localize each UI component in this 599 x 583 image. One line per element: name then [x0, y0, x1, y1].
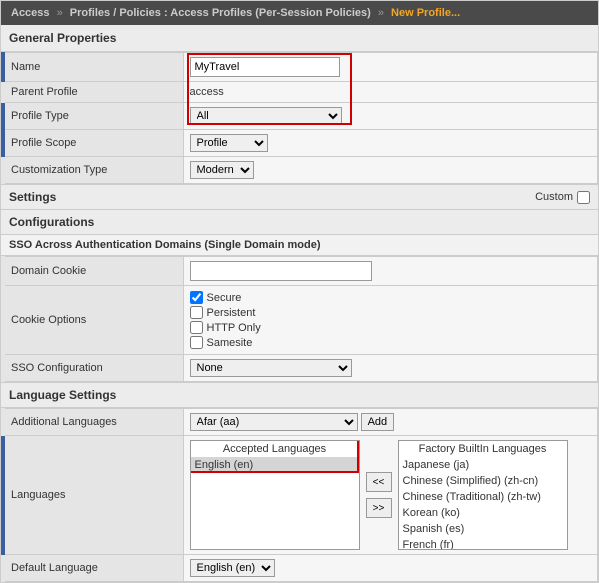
breadcrumb-part2[interactable]: Profiles / Policies : Access Profiles (P…	[70, 7, 371, 19]
name-input[interactable]	[190, 57, 340, 77]
accepted-header: Accepted Languages	[191, 441, 359, 457]
add-button[interactable]: Add	[361, 413, 395, 431]
parent-profile-value: access	[183, 82, 598, 103]
domain-cookie-input[interactable]	[190, 261, 372, 281]
language-settings-header: Language Settings	[1, 382, 598, 408]
factory-item[interactable]: Spanish (es)	[399, 521, 567, 537]
default-language-select[interactable]: English (en)	[190, 559, 275, 577]
sso-config-select[interactable]: None	[190, 359, 352, 377]
httponly-label: HTTP Only	[207, 322, 261, 334]
profile-scope-select[interactable]: Profile	[190, 134, 268, 152]
secure-label: Secure	[207, 292, 242, 304]
factory-item[interactable]: Japanese (ja)	[399, 457, 567, 473]
accepted-languages-listbox[interactable]: Accepted Languages English (en)	[190, 440, 360, 550]
move-right-button[interactable]: >>	[366, 498, 392, 518]
profile-scope-label: Profile Scope	[3, 130, 183, 157]
move-left-button[interactable]: <<	[366, 472, 392, 492]
default-language-label: Default Language	[3, 555, 183, 582]
domain-cookie-label: Domain Cookie	[3, 257, 183, 286]
factory-item[interactable]: Chinese (Traditional) (zh-tw)	[399, 489, 567, 505]
cookie-options-label: Cookie Options	[3, 286, 183, 355]
factory-languages-listbox[interactable]: Factory BuiltIn Languages Japanese (ja)C…	[398, 440, 568, 550]
factory-item[interactable]: French (fr)	[399, 537, 567, 550]
parent-profile-label: Parent Profile	[3, 82, 183, 103]
profile-type-label: Profile Type	[3, 103, 183, 130]
customization-type-select[interactable]: Modern	[190, 161, 254, 179]
persistent-label: Persistent	[207, 307, 256, 319]
factory-item[interactable]: Chinese (Simplified) (zh-cn)	[399, 473, 567, 489]
accepted-item[interactable]: English (en)	[191, 457, 359, 473]
customization-type-label: Customization Type	[3, 157, 183, 184]
custom-label: Custom	[535, 191, 573, 203]
sso-header: SSO Across Authentication Domains (Singl…	[1, 235, 598, 256]
httponly-checkbox[interactable]	[190, 321, 203, 334]
configurations-header: Configurations	[1, 210, 598, 235]
samesite-checkbox[interactable]	[190, 336, 203, 349]
additional-languages-label: Additional Languages	[3, 409, 183, 436]
factory-item[interactable]: Korean (ko)	[399, 505, 567, 521]
general-properties-header: General Properties	[1, 25, 598, 52]
breadcrumb-current: New Profile...	[391, 7, 460, 19]
additional-languages-select[interactable]: Afar (aa)	[190, 413, 358, 431]
name-label: Name	[3, 53, 183, 82]
profile-type-select[interactable]: All	[190, 107, 342, 125]
settings-header: Settings	[9, 190, 56, 204]
factory-header: Factory BuiltIn Languages	[399, 441, 567, 457]
secure-checkbox[interactable]	[190, 291, 203, 304]
custom-checkbox[interactable]	[577, 191, 590, 204]
samesite-label: Samesite	[207, 337, 253, 349]
sso-config-label: SSO Configuration	[3, 355, 183, 382]
breadcrumb: Access » Profiles / Policies : Access Pr…	[1, 1, 598, 25]
languages-label: Languages	[3, 436, 183, 555]
persistent-checkbox[interactable]	[190, 306, 203, 319]
breadcrumb-part1[interactable]: Access	[11, 7, 50, 19]
